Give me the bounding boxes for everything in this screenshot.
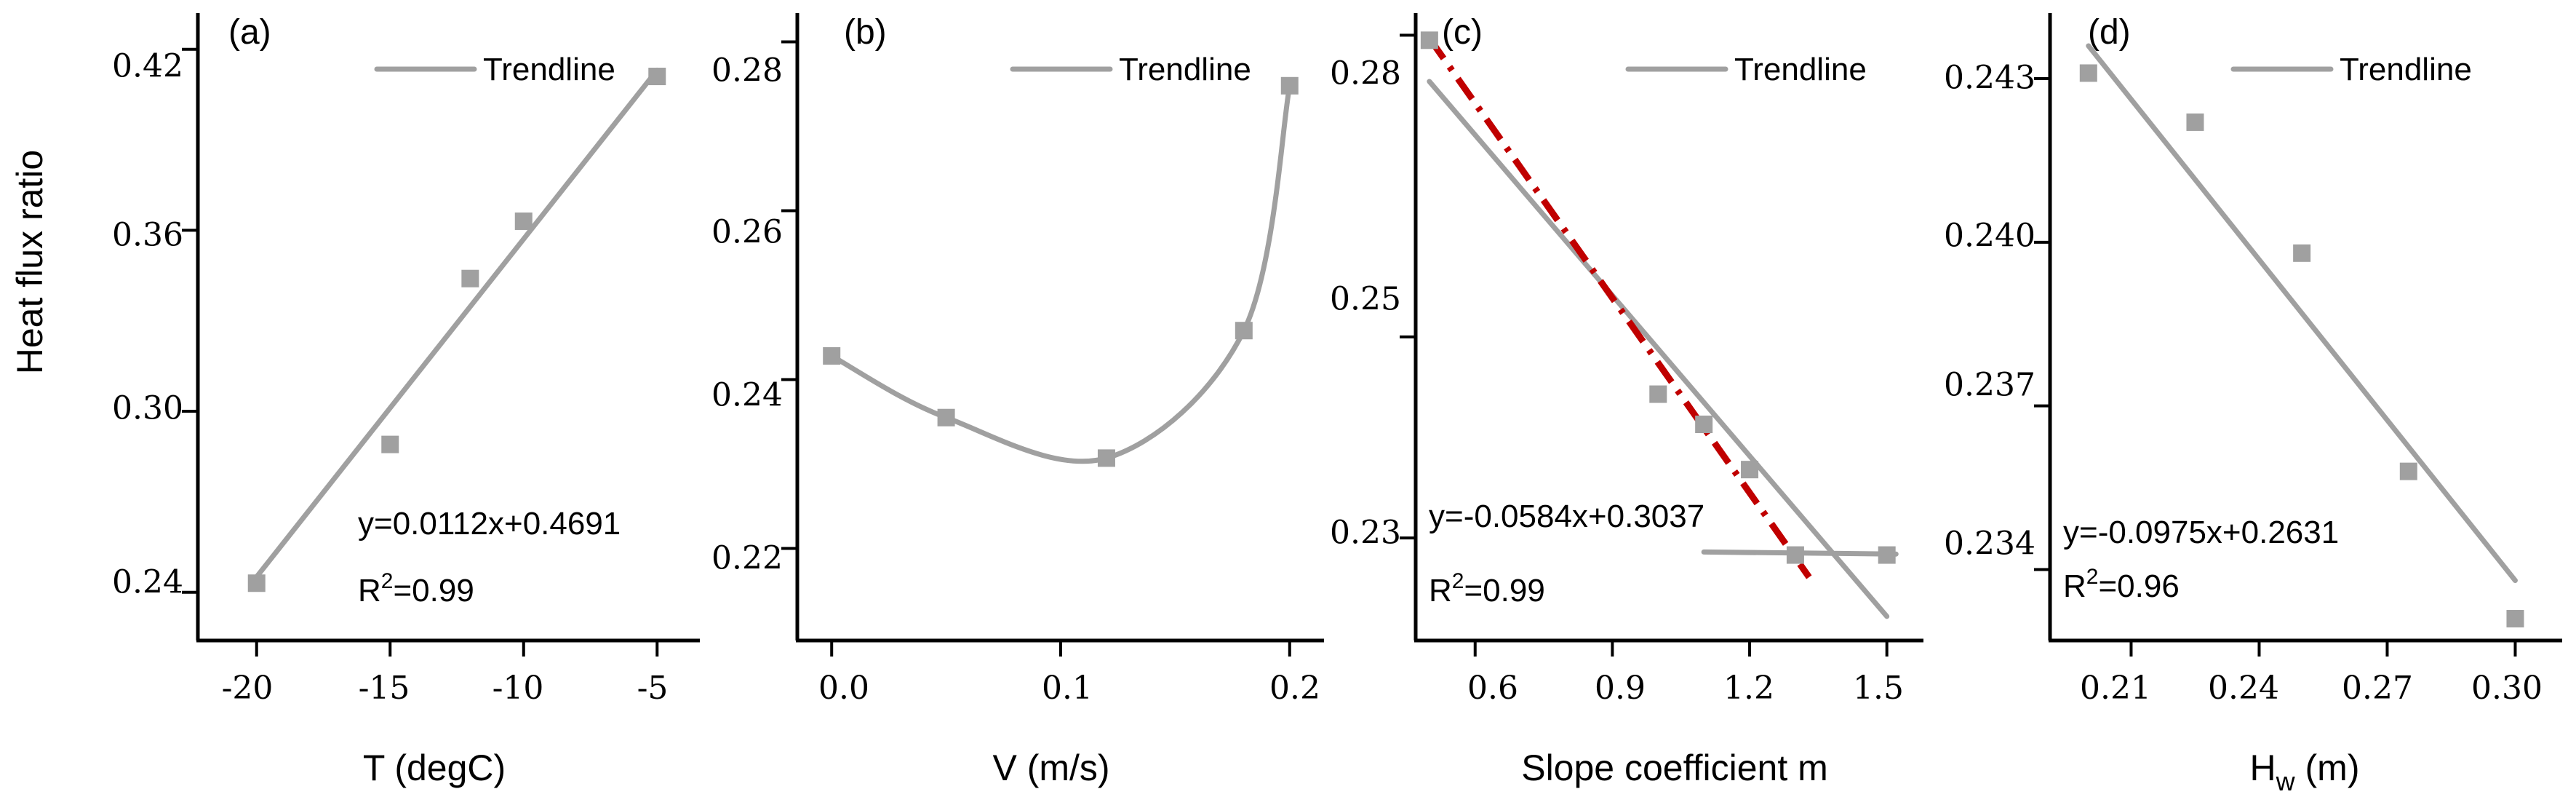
panel-a-data-point: [514, 212, 533, 230]
panel-d-equation: y=-0.0975x+0.2631: [2063, 515, 2339, 550]
panel-c-label: (c): [1442, 13, 1483, 52]
panel-c: 0.23 0.25 0.28 0.6 0.9 1.2 1.5 Slope coe…: [1330, 13, 1923, 788]
panel-b-data-point: [823, 347, 841, 365]
panel-c-data-point: [1741, 461, 1759, 479]
panel-c-plot: [1420, 31, 1899, 619]
panel-d-xtick-label: 0.24: [2208, 670, 2279, 707]
panel-b-data-point: [1280, 76, 1299, 95]
panel-d-plot: [2079, 43, 2524, 628]
panel-c-xtick-label: 1.2: [1723, 670, 1774, 707]
panel-b-x-axis-title: V (m/s): [992, 748, 1109, 788]
panel-b-ytick-label: 0.26: [711, 214, 783, 251]
panel-b-label: (b): [844, 13, 887, 52]
panel-b-data-point: [937, 408, 955, 427]
panel-a-label: (a): [228, 13, 271, 52]
panel-d-label: (d): [2088, 13, 2131, 52]
panel-a-xtick-label: -10: [493, 670, 544, 707]
panel-a-x-axis-title: T (degC): [363, 748, 506, 788]
panel-c-data-point: [1649, 385, 1667, 403]
panel-d-data-point: [2079, 64, 2097, 82]
panel-a-xtick-label: -20: [222, 670, 274, 707]
panel-d-ticks: [2034, 76, 2517, 657]
panel-d-ytick-label: 0.234: [1944, 526, 2035, 563]
panel-b-legend-label: Trendline: [1119, 52, 1251, 87]
panel-d: 0.234 0.237 0.240 0.243 0.21 0.24 0.27 0…: [1944, 13, 2562, 796]
panel-a-data-point: [648, 68, 666, 86]
panel-a-data-point: [461, 269, 479, 288]
panel-a-xtick-label: -15: [359, 670, 410, 707]
panel-a-plot: [247, 67, 666, 592]
panel-a-legend-label: Trendline: [483, 52, 615, 87]
panel-d-ytick-label: 0.237: [1944, 367, 2035, 404]
panel-d-ytick-label: 0.243: [1944, 60, 2035, 97]
panel-b-data-point: [1235, 322, 1253, 340]
panel-c-r-squared: R2=0.99: [1429, 569, 1545, 608]
panel-b-xtick-label: 0.0: [818, 670, 869, 707]
panel-a-equation: y=0.0112x+0.4691: [358, 506, 621, 542]
panel-b-trendline: [829, 83, 1293, 464]
panel-b-ytick-label: 0.22: [711, 540, 783, 577]
panel-c-xtick-label: 0.6: [1467, 670, 1518, 707]
panel-b-ytick-label: 0.24: [711, 377, 783, 414]
panel-d-data-point: [2506, 610, 2524, 628]
panel-d-xtick-label: 0.30: [2471, 670, 2543, 707]
panel-d-xtick-label: 0.27: [2342, 670, 2413, 707]
panel-b-ytick-label: 0.28: [711, 52, 783, 90]
panel-d-x-axis-title: Hw (m): [2250, 748, 2360, 796]
panel-d-data-point: [2293, 244, 2311, 262]
panel-c-xtick-label: 0.9: [1595, 670, 1646, 707]
panel-c-ytick-label: 0.23: [1330, 515, 1401, 552]
panel-d-data-point: [2399, 462, 2417, 480]
panel-c-equation: y=-0.0584x+0.3037: [1429, 499, 1704, 534]
panel-c-data-point: [1786, 546, 1804, 564]
y-axis-title: Heat flux ratio: [9, 150, 50, 374]
panel-d-data-point: [2186, 113, 2204, 131]
panel-c-legend-label: Trendline: [1734, 52, 1867, 87]
panel-c-data-point: [1420, 31, 1438, 49]
panel-a-trendline: [254, 67, 660, 580]
panel-a-ticks: [182, 47, 659, 657]
panel-a-r-squared: R2=0.99: [358, 569, 474, 608]
panel-d-r-squared: R2=0.96: [2063, 565, 2180, 604]
panel-a: 0.24 0.30 0.36 0.42 -20 -15 -10 -5 T (de…: [112, 13, 700, 788]
panel-c-xtick-label: 1.5: [1853, 670, 1904, 707]
panel-d-xtick-label: 0.21: [2080, 670, 2151, 707]
panel-a-ytick-label: 0.36: [112, 217, 183, 254]
panel-c-fit-line: [1427, 36, 1812, 579]
panel-c-ytick-label: 0.28: [1330, 55, 1401, 92]
panel-b-plot: [823, 76, 1299, 467]
panel-b: 0.22 0.24 0.26 0.28 0.0 0.1 0.2 V (m/s) …: [711, 13, 1324, 788]
panel-a-ytick-label: 0.24: [112, 564, 183, 601]
panel-a-ytick-label: 0.30: [112, 390, 183, 427]
panel-a-data-point: [247, 574, 266, 592]
panel-c-ticks: [1400, 33, 1889, 657]
panel-b-xtick-label: 0.1: [1042, 670, 1093, 707]
panel-b-xtick-label: 0.2: [1269, 670, 1320, 707]
panel-d-legend-label: Trendline: [2340, 52, 2472, 87]
panel-c-x-axis-title: Slope coefficient m: [1521, 748, 1828, 788]
panel-c-ytick-label: 0.25: [1330, 281, 1401, 318]
panel-a-ytick-label: 0.42: [112, 48, 183, 85]
panel-a-data-point: [381, 435, 399, 453]
panel-a-xtick-label: -5: [637, 670, 669, 707]
panel-c-data-point: [1695, 415, 1713, 433]
panel-d-trendline: [2086, 43, 2518, 584]
panel-d-ytick-label: 0.240: [1944, 218, 2035, 255]
panel-c-data-point: [1878, 546, 1896, 564]
panel-b-ticks: [781, 40, 1291, 657]
panel-c-trendline: [1427, 79, 1890, 619]
panel-b-data-point: [1097, 449, 1115, 467]
